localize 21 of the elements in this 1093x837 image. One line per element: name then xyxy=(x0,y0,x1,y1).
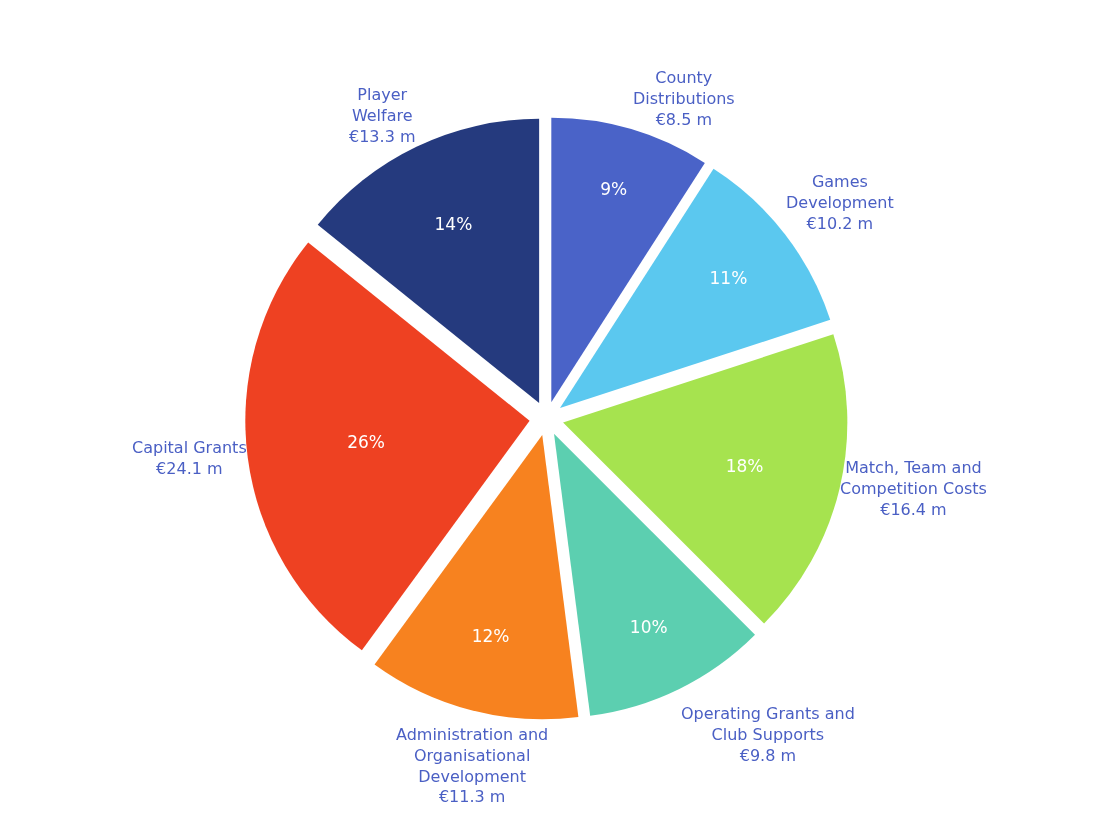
slice-label: County Distributions xyxy=(633,68,735,108)
text: 26% xyxy=(347,432,385,453)
text: 10% xyxy=(629,616,668,637)
slice-label: Capital Grants xyxy=(132,438,247,457)
text: 12% xyxy=(471,625,510,646)
slice-label: Player Welfare xyxy=(351,85,413,125)
data-label: €9.8 m xyxy=(739,745,797,765)
data-label: €8.5 m xyxy=(655,109,712,129)
slice-label: Administration and Organisational Development xyxy=(396,725,549,786)
text: 9% xyxy=(600,179,628,200)
text: 18% xyxy=(725,455,764,476)
slice-label: Match, Team and Competition Costs xyxy=(840,458,987,498)
slice-label: Games Development xyxy=(786,172,894,212)
slice-label: Operating Grants and Club Supports xyxy=(681,704,855,744)
text: 14% xyxy=(434,214,473,235)
data-label: €10.2 m xyxy=(806,213,874,233)
data-label: €13.3 m xyxy=(349,126,416,146)
data-label: €24.1 m xyxy=(156,458,223,478)
text: 11% xyxy=(709,267,748,288)
data-label: €16.4 m xyxy=(880,499,947,519)
data-label: €11.3 m xyxy=(438,787,506,807)
